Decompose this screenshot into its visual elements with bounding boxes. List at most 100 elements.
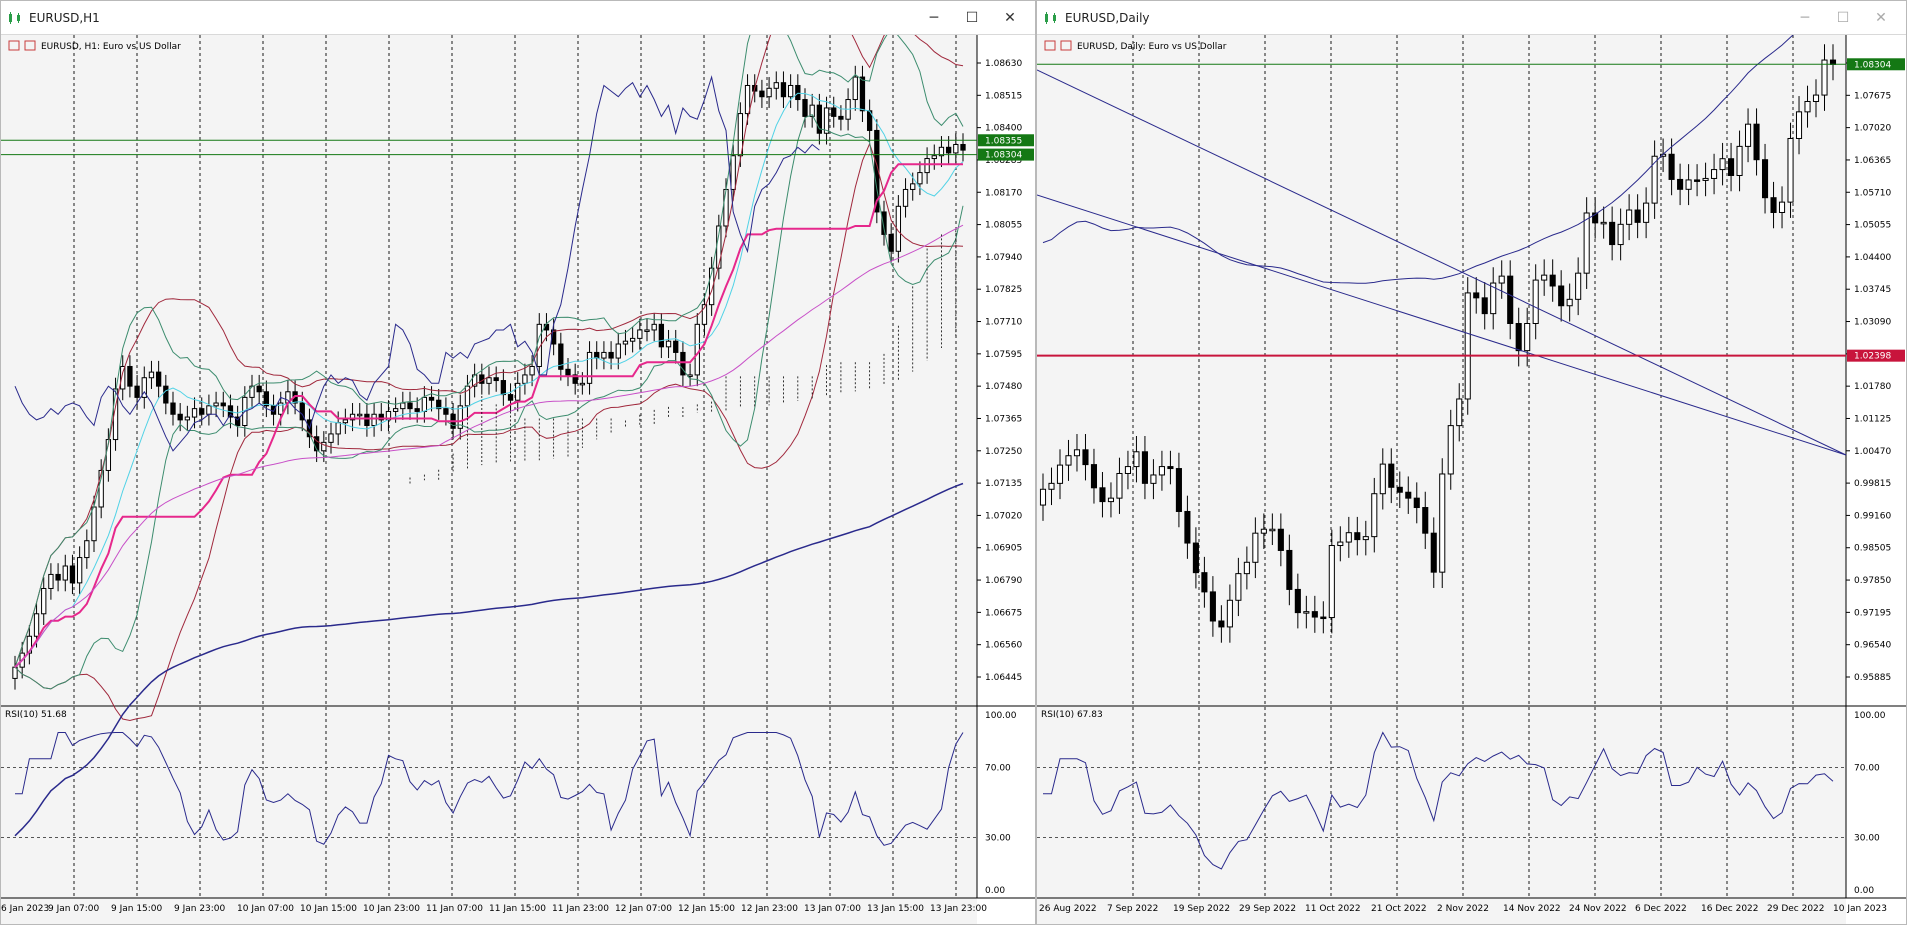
time-label: 13 Jan 07:00 — [804, 904, 861, 914]
indicator-icon — [1060, 40, 1072, 51]
candle-body — [213, 402, 219, 407]
time-label: 24 Nov 2022 — [1569, 904, 1627, 914]
close-button[interactable]: ✕ — [1004, 10, 1016, 26]
candle-body — [263, 391, 270, 407]
candle-body — [163, 385, 169, 404]
eurusd-daily-window[interactable]: EURUSD,Daily ─ ☐ ✕ EURUSD, Daily: Euro v… — [1036, 0, 1907, 925]
candle-body — [328, 433, 334, 443]
candle-body — [924, 158, 930, 174]
price-label: 1.01125 — [1854, 414, 1891, 424]
candle-body — [1787, 137, 1794, 203]
rsi-level-label: 70.00 — [985, 764, 1011, 774]
candle-body — [1396, 486, 1403, 493]
chart-symbol-label: EURUSD, Daily: Euro vs US Dollar — [1077, 42, 1227, 52]
rsi-line — [1043, 731, 1834, 870]
price-label: 1.07595 — [985, 350, 1022, 360]
candle-body — [744, 84, 751, 115]
candle-body — [378, 413, 384, 421]
window-titlebar[interactable]: EURUSD,Daily ─ ☐ ✕ — [1037, 1, 1906, 35]
candle-body — [1184, 510, 1191, 544]
rsi-level-label: 0.00 — [985, 886, 1005, 896]
candle-body — [1056, 464, 1064, 484]
candle-body — [148, 371, 155, 379]
price-label: 0.96540 — [1854, 641, 1891, 651]
minimize-button[interactable]: ─ — [929, 10, 939, 26]
h1-chart-area[interactable]: EURUSD, H1: Euro vs US Dollar 1.08630 1.08… — [1, 35, 1035, 925]
candle-body — [1456, 398, 1463, 427]
candle-body — [493, 377, 499, 382]
price-label: 1.07250 — [985, 447, 1022, 457]
candle-body — [486, 377, 492, 384]
candle-body — [1337, 541, 1344, 547]
price-label: 1.07365 — [985, 414, 1022, 424]
candle-body — [1192, 542, 1199, 574]
bollinger-upper-band — [14, 35, 964, 668]
candle-body — [1447, 425, 1454, 475]
candle-body — [1702, 177, 1709, 181]
rsi-level-label: 30.00 — [1854, 834, 1880, 844]
price-scale-panel — [977, 35, 1035, 924]
price-tag — [1847, 349, 1905, 362]
candle-body — [787, 84, 794, 98]
candle-body — [572, 374, 578, 384]
candle-body — [694, 323, 700, 376]
candle-body — [1566, 298, 1573, 307]
price-label: 1.07825 — [985, 285, 1022, 295]
candle-body — [1685, 179, 1692, 190]
time-label: 9 Jan 23:00 — [174, 904, 226, 914]
price-label: 0.97850 — [1854, 576, 1891, 586]
maximize-button[interactable]: ☐ — [1836, 10, 1850, 26]
rsi-label: RSI(10) 51.68 — [5, 710, 67, 720]
candle-body — [608, 351, 614, 359]
eurusd-h1-window[interactable]: EURUSD,H1 ─ ☐ ✕ EURUSD, H1: Euro vs US D… — [0, 0, 1036, 925]
candle-body — [112, 388, 119, 441]
candle-body — [1320, 616, 1327, 620]
time-label: 11 Jan 15:00 — [489, 904, 546, 914]
candle-body — [579, 382, 586, 386]
candle-body — [644, 329, 650, 332]
candle-body — [1388, 463, 1395, 488]
candle-body — [41, 587, 47, 615]
candle-body — [48, 573, 54, 589]
candle-body — [558, 343, 564, 370]
chart-window-icon — [9, 11, 20, 24]
candle-body — [120, 365, 126, 390]
rsi-level-label: 100.00 — [1854, 711, 1886, 721]
maximize-button[interactable]: ☐ — [965, 10, 979, 26]
daily-chart-area[interactable]: EURUSD, Daily: Euro vs US Dollar1.083301… — [1037, 35, 1906, 925]
ichimoku-cloud — [409, 230, 957, 484]
candle-body — [529, 365, 535, 376]
candle-body — [881, 211, 887, 235]
price-label: 1.07135 — [985, 479, 1022, 489]
trend-line-lower — [1037, 194, 1847, 456]
candle-body — [1209, 591, 1216, 622]
close-button[interactable]: ✕ — [1875, 10, 1887, 26]
candle-body — [1532, 279, 1539, 324]
candle-body — [1745, 123, 1752, 147]
candle-body — [960, 143, 966, 151]
candle-body — [1243, 561, 1250, 575]
candle-body — [1490, 282, 1497, 315]
candle-body — [1677, 178, 1684, 190]
minimize-button[interactable]: ─ — [1800, 10, 1810, 26]
time-label: 16 Dec 2022 — [1701, 904, 1759, 914]
candle-body — [917, 172, 923, 185]
price-label: 0.99160 — [1854, 511, 1891, 521]
price-tag-label: 1.08304 — [985, 151, 1022, 161]
price-label: 1.00470 — [1854, 447, 1891, 457]
candle-body — [1439, 473, 1446, 573]
candle-body — [357, 413, 363, 417]
candle-body — [421, 396, 428, 412]
window-titlebar[interactable]: EURUSD,H1 ─ ☐ ✕ — [1, 1, 1035, 35]
time-label: 14 Nov 2022 — [1503, 904, 1561, 914]
candle-body — [780, 82, 787, 98]
candle-body — [1328, 545, 1335, 619]
candle-body — [701, 304, 708, 325]
candle-body — [1728, 158, 1735, 176]
candle-body — [184, 416, 191, 421]
time-label: 19 Sep 2022 — [1173, 904, 1230, 914]
bollinger-lower-band — [14, 142, 964, 722]
price-label: 1.07710 — [985, 318, 1022, 328]
candle-body — [888, 233, 894, 252]
candle-body — [1575, 272, 1582, 300]
